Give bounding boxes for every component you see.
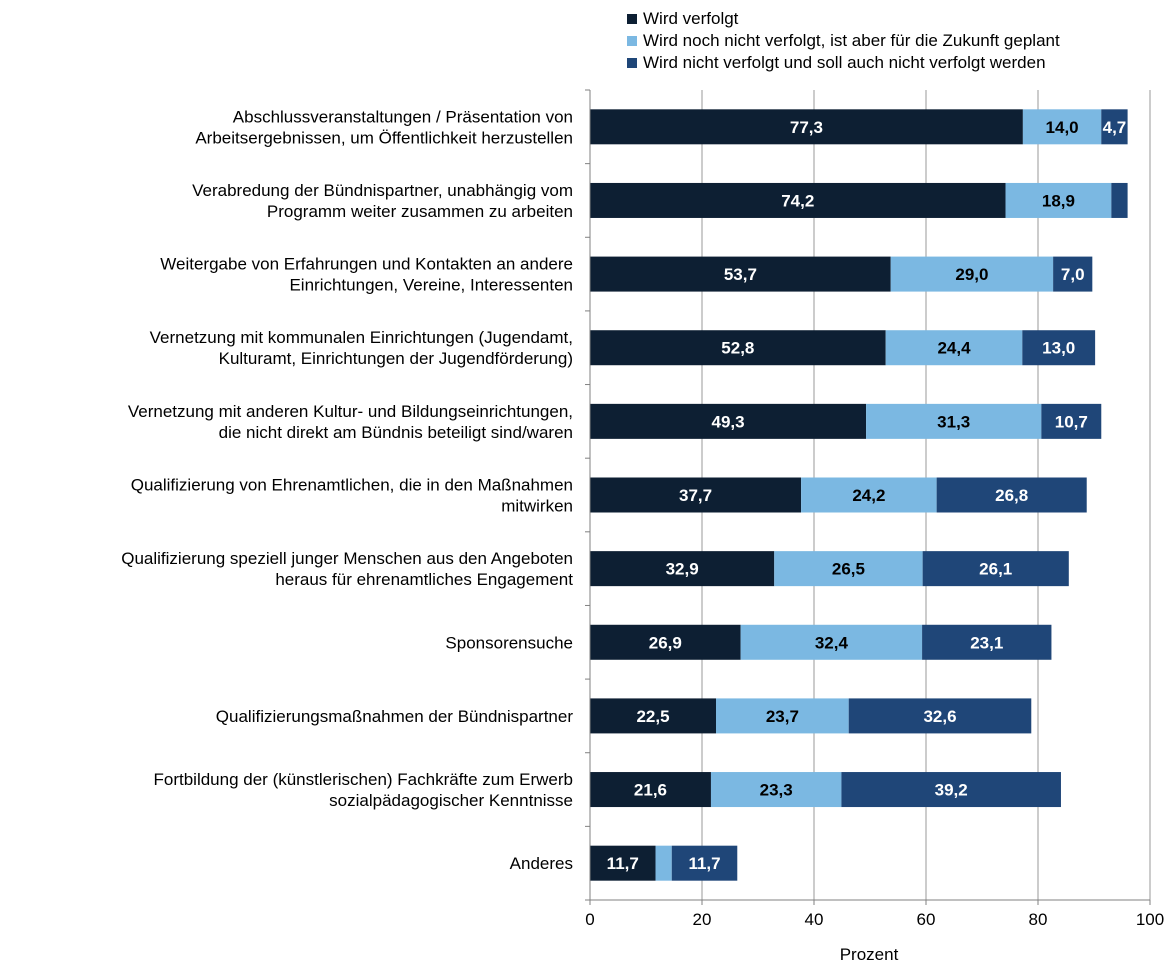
data-label: 74,2 [781, 191, 814, 210]
x-tick-label: 20 [693, 910, 712, 929]
data-label: 10,7 [1055, 412, 1088, 431]
category-label: Vernetzung mit kommunalen Einrichtungen … [150, 328, 573, 368]
category-label: Fortbildung der (künstlerischen) Fachkrä… [154, 770, 574, 810]
category-label: Sponsorensuche [445, 633, 573, 652]
bar-segment [774, 551, 923, 587]
legend-label: Wird verfolgt [643, 9, 739, 28]
data-label: 23,7 [766, 707, 799, 726]
axes [585, 89, 1151, 905]
bar-segment [590, 109, 1023, 145]
bar-segment [801, 477, 937, 513]
bar-segment [848, 698, 1032, 734]
bar-segment [1053, 256, 1093, 292]
data-label: 32,4 [815, 633, 849, 652]
x-tick-label: 80 [1029, 910, 1048, 929]
legend: Wird verfolgt Wird noch nicht verfolgt, i… [627, 9, 1060, 72]
legend-label: Wird nicht verfolgt und soll auch nicht … [643, 53, 1046, 72]
bar-segment [710, 772, 842, 808]
data-label: 26,5 [832, 560, 865, 579]
bar-segment [740, 624, 923, 660]
data-label: 7,0 [1061, 265, 1085, 284]
data-label: 22,5 [636, 707, 669, 726]
data-label: 4,7 [1103, 118, 1127, 137]
bar-segment [841, 772, 1061, 808]
legend-item: Wird noch nicht verfolgt, ist aber für d… [627, 31, 1060, 50]
category-label: Verabredung der Bündnispartner, unabhäng… [192, 181, 573, 221]
bar-segment [590, 477, 802, 513]
bar-segment [1005, 182, 1112, 218]
category-label: Vernetzung mit anderen Kultur- und Bildu… [128, 402, 573, 442]
data-label: 31,3 [937, 412, 970, 431]
data-label: 14,0 [1046, 118, 1079, 137]
data-label: 13,0 [1042, 339, 1075, 358]
x-tick-label: 60 [917, 910, 936, 929]
data-label: 23,1 [970, 633, 1003, 652]
bar-segment [716, 698, 849, 734]
bar-segment [671, 845, 738, 881]
bar-segment [1022, 109, 1102, 145]
data-label: 18,9 [1042, 191, 1075, 210]
bar-segment [590, 624, 741, 660]
category-label: Qualifizierung von Ehrenamtlichen, die i… [131, 476, 573, 516]
data-label: 11,7 [607, 854, 639, 873]
bar-segment [590, 403, 867, 439]
data-label: 26,1 [979, 560, 1012, 579]
data-label: 37,7 [679, 486, 712, 505]
category-label: Qualifizierungsmaßnahmen der Bündnispart… [216, 707, 574, 726]
x-tick-label: 40 [805, 910, 824, 929]
data-label: 53,7 [724, 265, 757, 284]
bar-segment [890, 256, 1054, 292]
bar-segment [590, 772, 711, 808]
legend-swatch [627, 36, 637, 46]
data-label: 39,2 [935, 781, 968, 800]
bar-segment [590, 845, 656, 881]
data-label: 26,8 [995, 486, 1028, 505]
x-axis-title: Prozent [840, 945, 899, 964]
legend-label: Wird noch nicht verfolgt, ist aber für d… [643, 31, 1060, 50]
legend-item: Wird verfolgt [627, 9, 739, 28]
category-label: Anderes [510, 854, 573, 873]
data-label: 23,3 [760, 781, 793, 800]
bar-segment [922, 551, 1069, 587]
legend-item: Wird nicht verfolgt und soll auch nicht … [627, 53, 1046, 72]
bar-segment [866, 403, 1042, 439]
data-label: 52,8 [721, 339, 754, 358]
data-label: 24,4 [937, 339, 971, 358]
bar-segment [655, 845, 672, 881]
bar-segment [590, 551, 775, 587]
category-label: Qualifizierung speziell junger Menschen … [121, 549, 573, 589]
data-label: 32,6 [923, 707, 956, 726]
data-label: 77,3 [790, 118, 823, 137]
data-label: 11,7 [688, 854, 720, 873]
bar-segment [1111, 182, 1128, 218]
bar-segment [922, 624, 1052, 660]
data-label: 29,0 [955, 265, 988, 284]
x-tick-label: 0 [585, 910, 594, 929]
x-tick-labels: 0 20 40 60 80 100 [585, 910, 1164, 929]
bar-segment [590, 698, 716, 734]
bar-segment [936, 477, 1087, 513]
category-label: Abschlussveranstaltungen / Präsentation … [195, 107, 573, 147]
bar-segment [1041, 403, 1102, 439]
legend-swatch [627, 58, 637, 68]
legend-swatch [627, 14, 637, 24]
bars: 77,3 14,0 4,7 74,2 18,9 53,7 29,0 7,0 52,8 24,4 13… [590, 109, 1128, 881]
category-labels: Abschlussveranstaltungen / Präsentation … [121, 107, 573, 873]
bar-segment [590, 256, 891, 292]
data-label: 26,9 [649, 633, 682, 652]
data-label: 32,9 [666, 560, 699, 579]
data-label: 21,6 [634, 781, 667, 800]
bar-segment [590, 182, 1006, 218]
bar-segment [1101, 109, 1128, 145]
x-tick-label: 100 [1136, 910, 1164, 929]
bar-segment [590, 330, 886, 366]
bar-segment [885, 330, 1023, 366]
bar-segment [1022, 330, 1096, 366]
category-label: Weitergabe von Erfahrungen und Kontakten… [160, 255, 573, 295]
data-label: 49,3 [711, 412, 744, 431]
data-label: 24,2 [852, 486, 885, 505]
